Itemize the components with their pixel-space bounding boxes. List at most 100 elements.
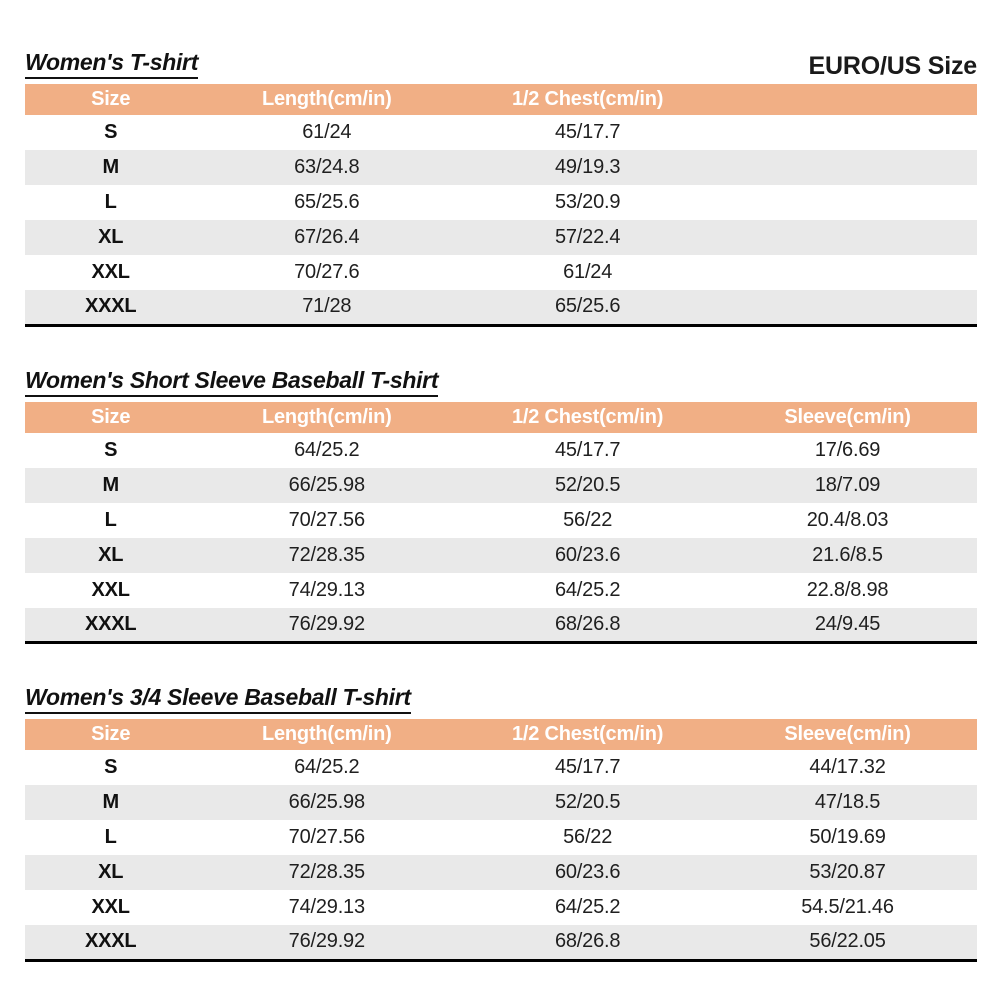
value-cell: 64/25.2 [554,578,621,601]
size-cell: XXL [91,578,130,601]
header-row: Size Length(cm/in) 1/2 Chest(cm/in) [25,84,977,115]
table-row: XXXL 71/28 65/25.6 [25,290,977,325]
value-cell: 52/20.5 [554,473,621,496]
value-cell: 44/17.32 [809,756,886,778]
value-cell: 63/24.8 [294,156,360,178]
size-table-three-quarter-sleeve-baseball: Size Length(cm/in) 1/2 Chest(cm/in) Sleeve(… [25,719,977,962]
table-header-row: Size Length(cm/in) 1/2 Chest(cm/in) [25,84,977,115]
table-row: S 64/25.2 45/17.7 44/17.32 [25,750,977,785]
value-cell: 61/24 [302,121,352,143]
value-cell: 71/28 [302,295,352,318]
value-cell: 45/17.7 [554,121,621,143]
table-title: Women's T-shirt [25,49,198,79]
table-header-row: Size Length(cm/in) 1/2 Chest(cm/in) Sleeve(… [25,401,977,433]
value-cell: 56/22 [563,826,613,848]
value-cell: 64/25.2 [294,438,360,461]
value-cell: 47/18.5 [814,791,881,813]
value-cell: 68/26.8 [554,930,621,953]
size-table-short-sleeve-baseball: Size Length(cm/in) 1/2 Chest(cm/in) Sleeve(… [25,401,977,644]
column-header: 1/2 Chest(cm/in) [457,84,719,115]
value-cell: 21.6/8.5 [812,543,883,566]
section-womens-tshirt: Women's T-shirt EURO/US Size Size Length(… [25,49,977,327]
value-cell [718,255,977,290]
value-cell: 60/23.6 [554,543,621,566]
header-row: Size Length(cm/in) 1/2 Chest(cm/in) Sleeve(… [25,719,977,750]
size-cell: XL [98,543,124,566]
section-header: Women's 3/4 Sleeve Baseball T-shirt [25,684,977,714]
table-row: M 63/24.8 49/19.3 [25,150,977,185]
value-cell: 56/22.05 [809,930,886,953]
column-header: Size [25,719,197,750]
value-cell: 17/6.69 [814,438,881,461]
value-cell: 72/28.35 [288,543,365,566]
table-row: XXXL 76/29.92 68/26.8 24/9.45 [25,607,977,643]
value-cell: 68/26.8 [554,612,621,635]
value-cell: 60/23.6 [554,861,621,883]
table-row: L 70/27.56 56/22 20.4/8.03 [25,503,977,538]
value-cell: 70/27.56 [288,826,365,848]
table-row: XL 72/28.35 60/23.6 21.6/8.5 [25,537,977,573]
table-row: S 61/24 45/17.7 [25,115,977,150]
size-cell: L [104,508,117,531]
section-short-sleeve-baseball: Women's Short Sleeve Baseball T-shirt Si… [25,367,977,644]
value-cell: 49/19.3 [554,156,621,178]
table-row: XXL 70/27.6 61/24 [25,255,977,290]
column-header: 1/2 Chest(cm/in) [457,719,719,750]
header-row: Size Length(cm/in) 1/2 Chest(cm/in) Sleeve(… [25,401,977,433]
table-row: XXXL 76/29.92 68/26.8 56/22.05 [25,925,977,960]
value-cell: 74/29.13 [288,578,365,601]
size-cell: XXXL [84,295,137,318]
value-cell: 20.4/8.03 [806,508,889,531]
size-cell: XL [98,861,124,883]
table-body: S 64/25.2 45/17.7 17/6.69 M 66/25.98 52/20.5 18… [25,433,977,643]
table-row: S 64/25.2 45/17.7 17/6.69 [25,433,977,468]
table-row: XL 67/26.4 57/22.4 [25,220,977,255]
size-cell: XXL [91,261,130,283]
value-cell: 18/7.09 [814,473,881,496]
size-cell: XXXL [84,612,137,635]
value-cell: 76/29.92 [288,612,365,635]
table-row: XXL 74/29.13 64/25.2 22.8/8.98 [25,573,977,608]
value-cell: 64/25.2 [554,896,621,918]
size-cell: XXL [91,896,130,918]
table-row: L 70/27.56 56/22 50/19.69 [25,820,977,855]
size-cell: L [104,826,117,848]
value-cell [718,115,977,150]
size-cell: L [104,191,117,213]
size-cell: XXXL [84,930,137,953]
value-cell: 45/17.7 [554,438,621,461]
column-header: Length(cm/in) [196,401,458,433]
value-cell: 24/9.45 [814,612,881,635]
value-cell [718,150,977,185]
size-cell: M [102,156,119,178]
value-cell: 74/29.13 [288,896,365,918]
section-header: Women's Short Sleeve Baseball T-shirt [25,367,977,397]
column-header: Length(cm/in) [196,84,458,115]
value-cell: 56/22 [563,508,613,531]
column-header: Sleeve(cm/in) [718,401,977,433]
value-cell: 52/20.5 [554,791,621,813]
size-cell: XL [98,226,124,248]
value-cell: 45/17.7 [554,756,621,778]
value-cell: 53/20.9 [554,191,621,213]
value-cell: 50/19.69 [809,826,886,848]
size-cell: S [104,756,118,778]
table-header-row: Size Length(cm/in) 1/2 Chest(cm/in) Sleeve(… [25,719,977,750]
size-cell: S [104,121,118,143]
value-cell: 70/27.6 [294,261,360,283]
value-cell: 66/25.98 [288,791,365,813]
value-cell: 65/25.6 [294,191,360,213]
table-title: Women's Short Sleeve Baseball T-shirt [25,367,439,397]
size-standard-label: EURO/US Size [808,52,978,80]
value-cell: 72/28.35 [288,861,365,883]
value-cell: 54.5/21.46 [801,896,894,918]
table-title: Women's 3/4 Sleeve Baseball T-shirt [25,684,411,714]
column-header: Size [25,84,197,115]
size-cell: M [102,791,119,813]
value-cell: 66/25.98 [288,473,365,496]
section-header: Women's T-shirt EURO/US Size [25,49,977,79]
column-header [718,84,977,115]
table-body: S 61/24 45/17.7 M 63/24.8 49/19.3 L 65/25.6 53/2… [25,115,977,325]
table-row: XL 72/28.35 60/23.6 53/20.87 [25,855,977,890]
